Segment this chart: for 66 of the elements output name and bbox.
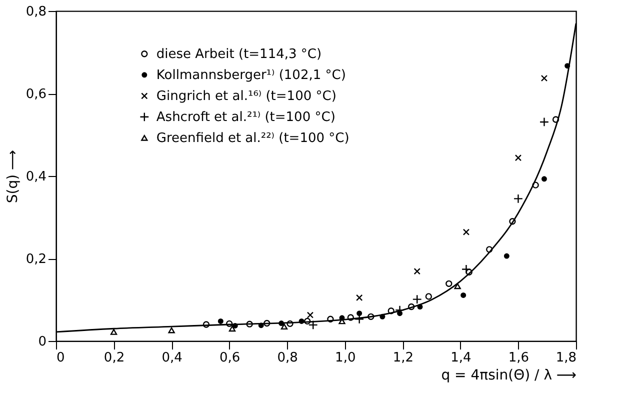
point (258, 322, 264, 328)
y-tick-label: 0,2 (26, 252, 46, 267)
point (414, 268, 420, 275)
x-tick-label: 0,4 (162, 350, 182, 366)
x-tick-label: 1,4 (450, 350, 472, 366)
x-tick-label: 0,8 (277, 350, 298, 366)
x-tick-label: 0,2 (104, 350, 125, 366)
point (454, 283, 461, 290)
point (228, 326, 236, 332)
x-tick-label: 0,6 (219, 350, 240, 366)
point (246, 320, 253, 328)
point (298, 318, 304, 324)
point (218, 318, 224, 324)
point (504, 253, 510, 259)
point (278, 320, 284, 326)
point (446, 280, 452, 287)
legend-label: Greenfield et al.²²⁾ (t=100 °C) (156, 130, 350, 146)
point (356, 294, 363, 302)
point (286, 320, 294, 328)
x-tick-label: 1,0 (335, 350, 356, 366)
point (514, 154, 522, 162)
point (532, 182, 539, 188)
point (540, 74, 548, 82)
point (304, 318, 311, 325)
point (552, 116, 560, 123)
point (460, 292, 466, 298)
point (425, 293, 432, 300)
point (412, 294, 422, 304)
point (509, 218, 516, 225)
point (280, 324, 288, 330)
legend-label: diese Arbeit (t=114,3 °C) (156, 46, 322, 62)
point (466, 268, 472, 276)
y-tick-label: 0,4 (26, 170, 46, 184)
legend-label: Kollmannsberger¹⁾ (102,1 °C) (156, 68, 346, 83)
point (462, 228, 470, 236)
point (408, 303, 415, 310)
point (202, 321, 210, 328)
x-tick-label: 1,6 (508, 350, 530, 366)
legend-label: Gingrich et al.¹⁶⁾ (t=100 °C) (156, 88, 336, 104)
x-tick-label: 1,2 (392, 350, 414, 366)
point (327, 316, 334, 322)
point (486, 246, 493, 253)
point (356, 310, 362, 316)
point (168, 327, 175, 334)
point (110, 328, 118, 335)
x-tick-label: 1,8 (556, 350, 576, 366)
y-tick-label: 0,8 (26, 4, 46, 20)
point (461, 264, 472, 274)
point (541, 176, 547, 182)
y-tick-label: 0 (38, 334, 46, 350)
y-axis-title: S(q) ⟶ (4, 150, 21, 204)
point (368, 313, 374, 320)
point (226, 320, 233, 328)
legend-label: Ashcroft et al.²¹⁾ (t=100 °C) (156, 110, 336, 125)
point (232, 323, 238, 328)
x-axis-title: q = 4πsin(Θ) / λ ⟶ (441, 368, 576, 384)
point (306, 312, 314, 318)
point (539, 117, 550, 127)
y-tick-label: 0,6 (26, 87, 46, 102)
point (308, 320, 318, 330)
point (417, 304, 423, 310)
x-tick-label: 0 (56, 350, 65, 366)
point (264, 320, 270, 327)
point (380, 314, 386, 320)
point (513, 194, 524, 204)
point (564, 63, 570, 69)
